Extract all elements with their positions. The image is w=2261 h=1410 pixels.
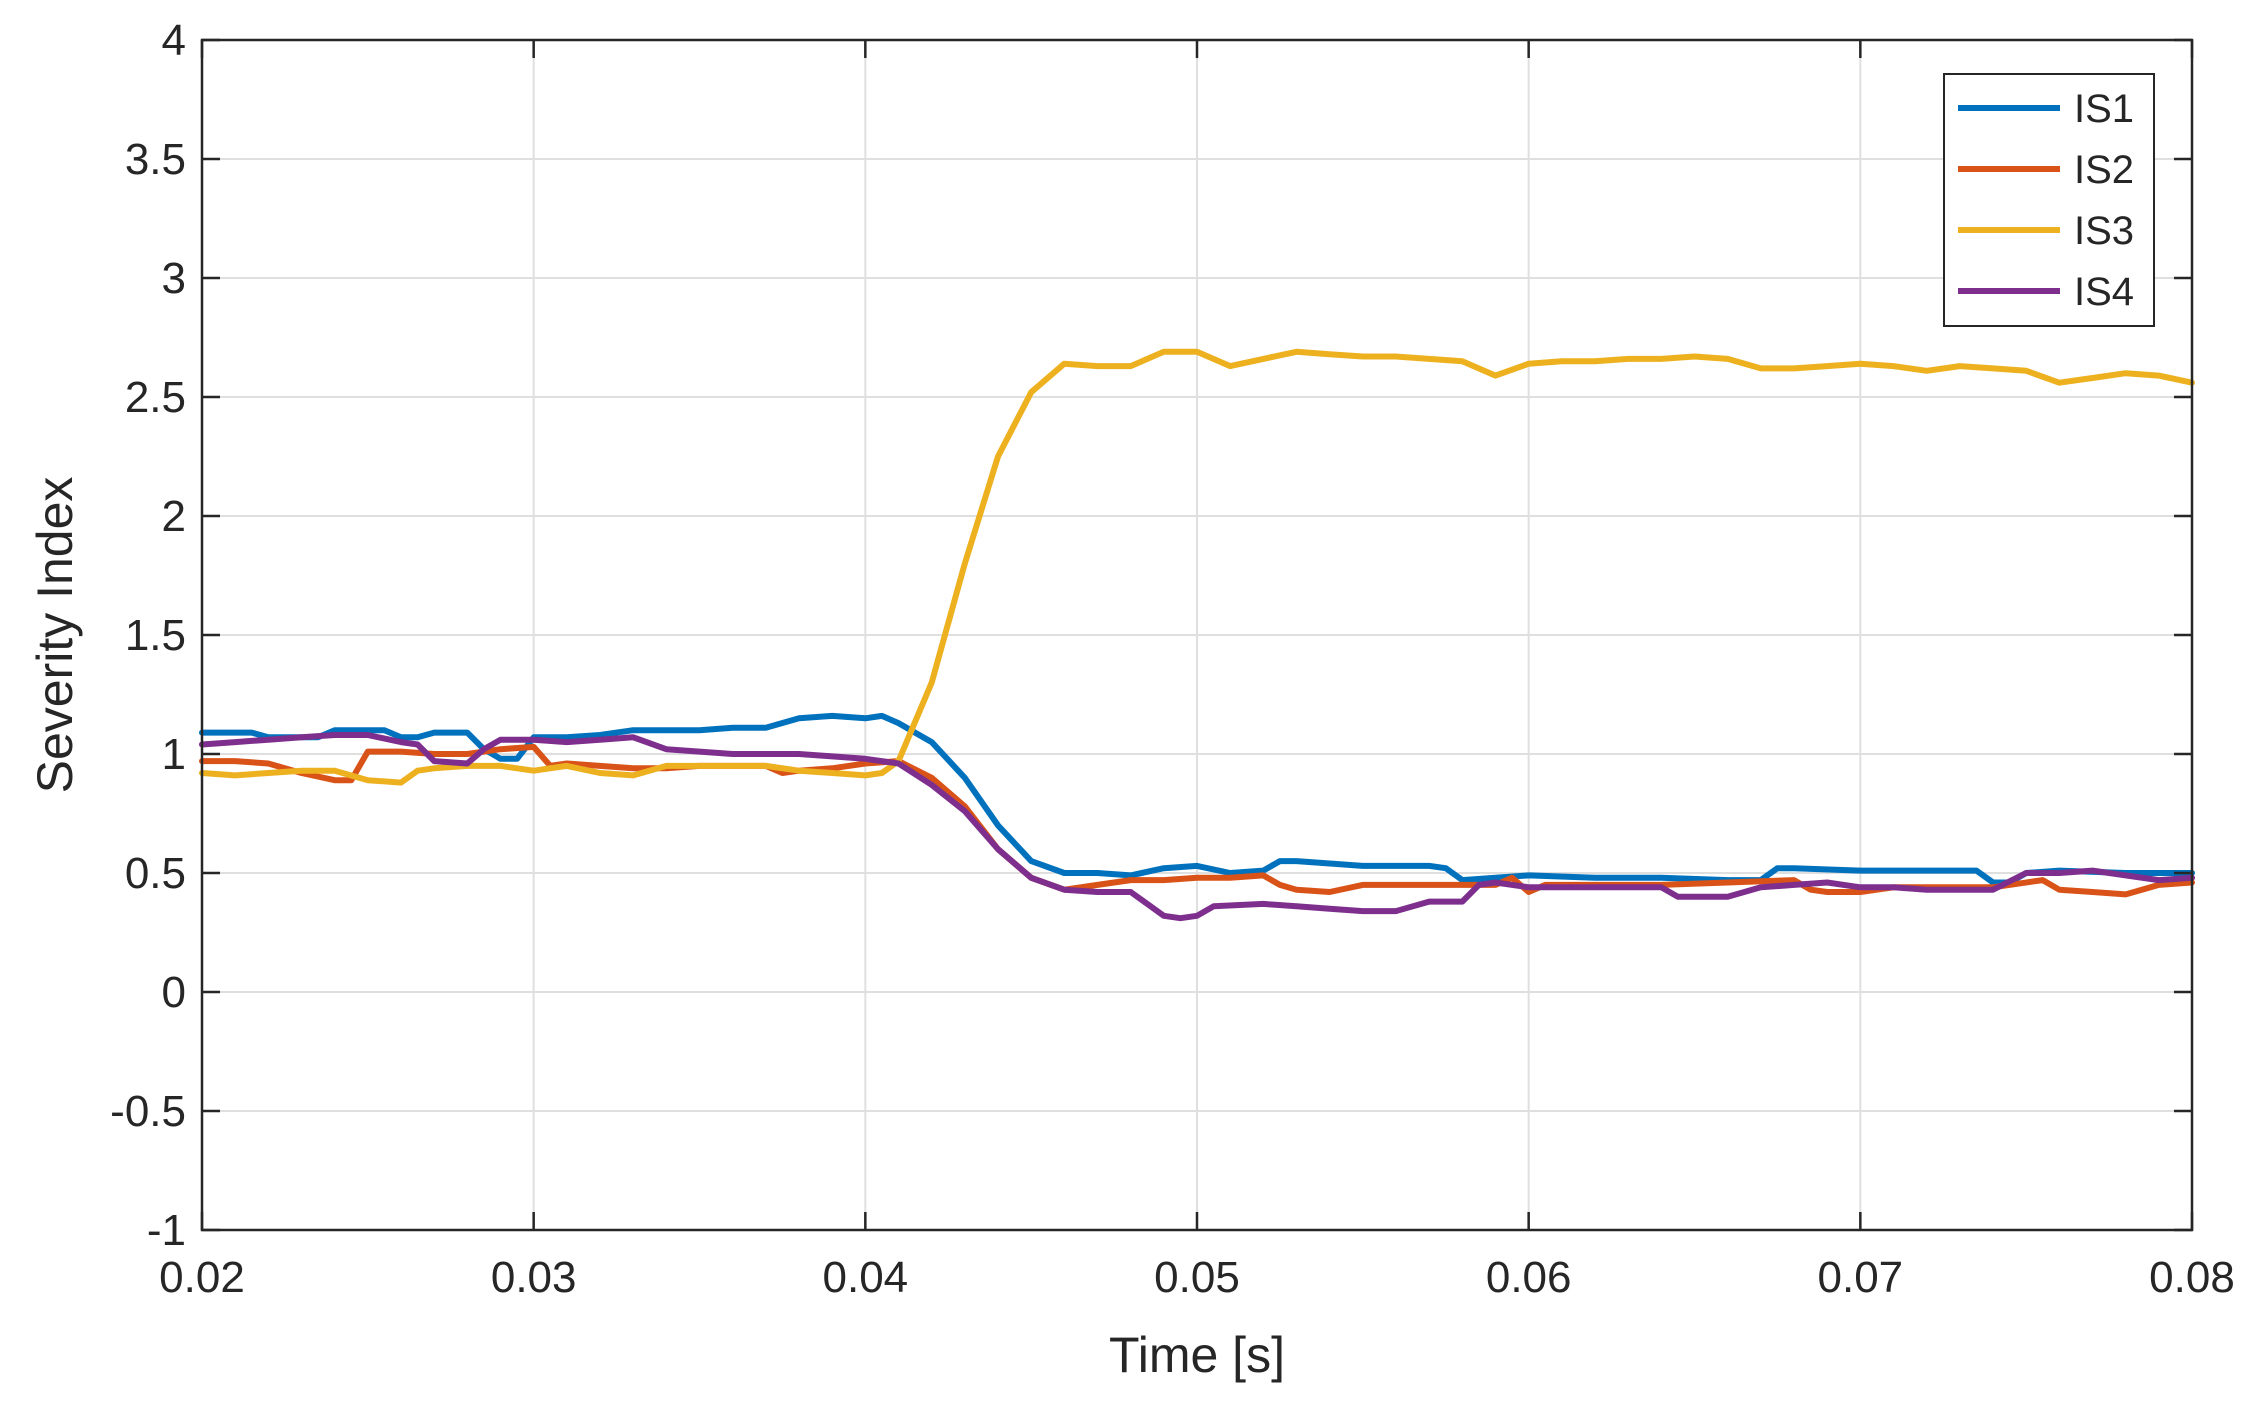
legend-label-is2: IS2: [2074, 148, 2134, 192]
legend-entries: IS1 IS2 IS3 IS4: [1958, 87, 2134, 314]
legend-box: [1943, 73, 2155, 327]
x-tick-label: 0.02: [159, 1253, 245, 1302]
y-tick-label: -0.5: [110, 1087, 186, 1136]
x-tick-label: 0.04: [823, 1253, 909, 1302]
y-axis-label: Severity Index: [27, 477, 83, 794]
x-axis-label: Time [s]: [1109, 1327, 1285, 1383]
tick-labels: 0.02 0.03 0.04 0.05 0.06 0.07 0.08 -1 -0.5 0 0.5 1 1…: [110, 16, 2235, 1302]
x-tick-label: 0.08: [2149, 1253, 2235, 1302]
y-tick-label: 3: [162, 254, 186, 303]
y-tick-label: 4: [162, 16, 186, 65]
legend-label-is1: IS1: [2074, 87, 2134, 131]
x-tick-label: 0.05: [1154, 1253, 1240, 1302]
y-tick-label: 1: [162, 730, 186, 779]
x-tick-label: 0.03: [491, 1253, 577, 1302]
legend-label-is4: IS4: [2074, 270, 2134, 314]
y-tick-label: -1: [147, 1206, 186, 1255]
y-tick-label: 1.5: [125, 611, 186, 660]
ticks: [200, 38, 2194, 1232]
series-line-is2: [199, 743, 2195, 898]
y-tick-label: 0.5: [125, 849, 186, 898]
legend: IS1 IS2 IS3 IS4: [1943, 73, 2155, 327]
x-tick-label: 0.07: [1818, 1253, 1904, 1302]
legend-label-is3: IS3: [2074, 209, 2134, 253]
series-line-is4: [199, 732, 2195, 922]
series-layer: [199, 348, 2195, 922]
series-line-is3: [199, 348, 2195, 786]
y-tick-label: 2.5: [125, 373, 186, 422]
y-tick-label: 0: [162, 968, 186, 1017]
x-tick-label: 0.06: [1486, 1253, 1572, 1302]
y-tick-label: 2: [162, 492, 186, 541]
y-tick-label: 3.5: [125, 135, 186, 184]
